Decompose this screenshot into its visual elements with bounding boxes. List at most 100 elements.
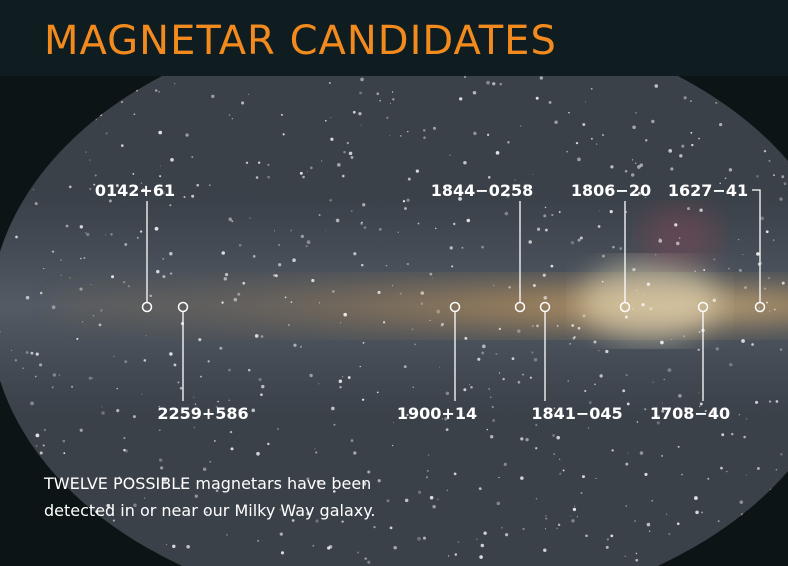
star [217,401,219,403]
star [267,164,269,166]
star [552,434,555,437]
star [492,82,495,85]
star [545,518,547,520]
star [300,172,303,175]
star [376,92,379,95]
star [756,252,760,256]
star [661,455,663,457]
star [571,519,574,522]
star [535,424,537,426]
star [133,113,135,115]
star [71,386,73,388]
star [632,268,635,271]
star [158,91,159,92]
star [551,265,554,268]
star [329,545,333,549]
star [229,218,232,221]
star [353,451,356,454]
star [577,157,581,161]
star [353,252,356,255]
star [439,367,440,368]
star [461,247,463,249]
star [80,429,83,432]
star [362,203,365,206]
star [756,175,759,178]
star [230,431,232,433]
star [554,121,557,124]
star [598,350,599,351]
star [261,385,264,388]
star [492,406,494,408]
star [404,365,407,368]
magnetar-label: 1841−045 [531,404,622,423]
star [651,500,653,502]
star [498,477,499,478]
star [172,545,175,548]
star [698,392,699,393]
star [543,296,547,300]
star [76,338,78,340]
star [36,353,39,356]
star [359,91,362,94]
star [231,447,234,450]
star [681,474,683,476]
star [198,338,201,341]
star [357,551,359,553]
star [162,258,163,259]
star [459,97,462,100]
star [463,388,466,391]
star [26,296,30,300]
star [610,535,613,538]
star [392,98,394,100]
star [174,364,177,367]
star [400,135,402,137]
star [774,309,776,311]
star [670,167,673,170]
star [145,335,146,336]
star [605,350,608,353]
star [159,175,161,177]
star [557,325,559,327]
star [769,310,771,312]
magnetar-label: 0142+61 [95,181,175,200]
star [647,523,651,527]
magnetar-label: 2259+586 [157,404,248,423]
star [591,138,593,140]
star [283,133,285,135]
star [249,217,250,218]
star [63,452,65,454]
star [318,383,319,384]
star [60,259,61,260]
star [755,401,758,404]
star [497,502,501,506]
star [311,279,314,282]
star [15,236,18,239]
star [707,478,709,480]
star [383,321,385,323]
star [423,129,425,131]
star [768,160,770,162]
star [35,202,38,205]
star [742,254,743,255]
star [490,435,493,438]
star [209,184,211,186]
star [274,230,275,231]
magnetar-label: 1844−0258 [431,181,533,200]
star [93,315,94,316]
star [248,94,249,95]
star [582,123,585,126]
star [413,387,414,388]
star [520,125,521,126]
star [540,76,543,79]
star [447,490,448,491]
star [114,356,115,357]
star [193,427,195,429]
star [237,293,240,296]
star [694,496,698,500]
star [668,533,670,535]
star [635,559,638,562]
star [43,268,44,269]
star [577,516,578,517]
star [610,210,613,213]
star [229,114,231,116]
